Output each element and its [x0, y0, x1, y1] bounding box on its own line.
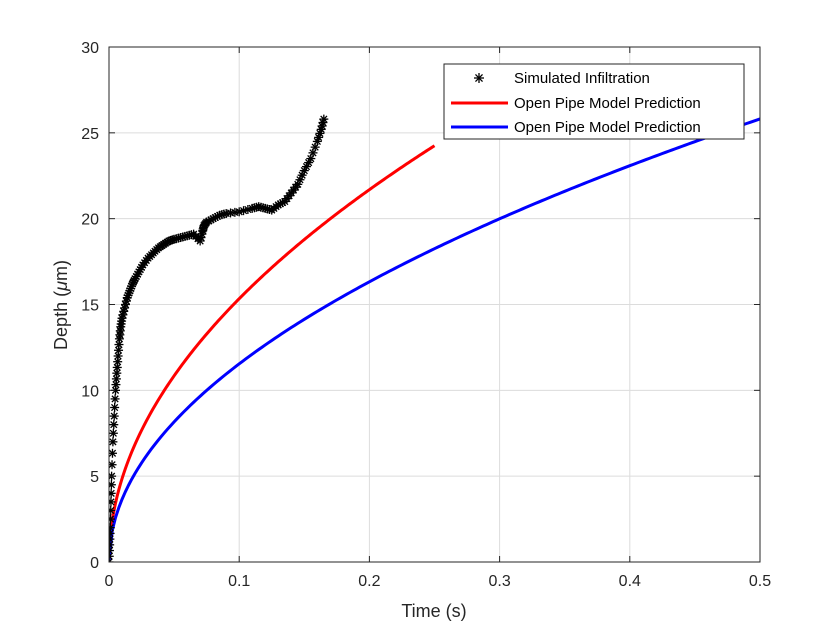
tick-labels: 0 0.1 0.2 0.3 0.4 0.5 0 5 10 15 20 25 30	[81, 40, 771, 590]
data-point	[319, 114, 329, 124]
data-point	[109, 437, 118, 447]
legend-entries: Simulated Infiltration Open Pipe Model Pr…	[451, 70, 701, 136]
legend-entry-2: Open Pipe Model Prediction	[451, 95, 701, 112]
data-point	[310, 142, 320, 152]
x-tick-label: 0	[105, 573, 114, 590]
data-point	[304, 158, 314, 168]
data-point	[109, 557, 114, 562]
y-tick-label: 25	[81, 126, 99, 143]
series-layer	[109, 114, 760, 562]
data-point	[110, 403, 120, 412]
y-tick-label: 15	[81, 298, 99, 315]
ticks	[108, 46, 761, 563]
series-markers-1	[109, 114, 329, 562]
data-point	[109, 411, 119, 421]
y-tick-label: 20	[81, 212, 99, 229]
data-point	[109, 497, 116, 507]
y-tick-label: 30	[81, 40, 99, 57]
data-point	[315, 128, 325, 138]
legend: Simulated Infiltration Open Pipe Model Pr…	[443, 63, 745, 140]
y-axis-label-mu: μ	[51, 281, 71, 292]
series-line-2	[109, 144, 436, 562]
data-point	[314, 132, 324, 142]
y-axis-label-prefix: Depth (	[51, 291, 71, 350]
data-point	[293, 179, 303, 189]
y-axis-label: Depth (μm)	[51, 260, 71, 350]
data-point	[111, 380, 121, 390]
y-axis-label-suffix: m)	[51, 260, 71, 281]
legend-label: Simulated Infiltration	[514, 70, 650, 87]
y-tick-label: 5	[90, 469, 99, 486]
legend-label: Open Pipe Model Prediction	[514, 95, 701, 112]
y-tick-label: 10	[81, 383, 99, 400]
data-point	[109, 428, 118, 438]
data-point	[109, 523, 115, 533]
legend-marker	[474, 73, 484, 83]
x-tick-label: 0.1	[228, 573, 250, 590]
x-tick-label: 0.5	[749, 573, 771, 590]
x-axis-label: Time (s)	[401, 601, 466, 621]
y-tick-label: 0	[90, 555, 99, 572]
legend-entry-1: Simulated Infiltration	[474, 70, 650, 87]
series-line-3	[109, 117, 760, 562]
data-point	[113, 357, 123, 367]
data-point	[234, 207, 244, 217]
data-point	[109, 514, 116, 524]
data-point	[109, 506, 116, 515]
x-tick-label: 0.3	[488, 573, 510, 590]
data-point	[110, 394, 120, 404]
data-point	[109, 420, 119, 430]
x-tick-label: 0.4	[619, 573, 641, 590]
legend-entry-3: Open Pipe Model Prediction	[451, 119, 701, 136]
x-tick-label: 0.2	[358, 573, 380, 590]
legend-label: Open Pipe Model Prediction	[514, 119, 701, 136]
plot-area	[109, 114, 760, 562]
